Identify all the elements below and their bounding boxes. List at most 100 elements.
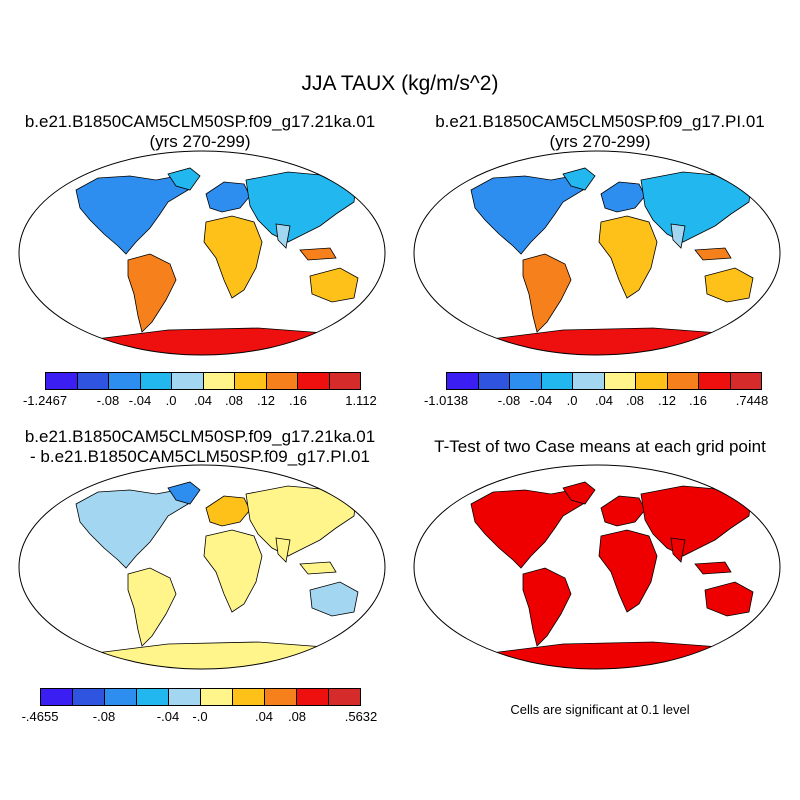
- colorbar-cell: [667, 373, 699, 389]
- colorbar-pi: [446, 372, 762, 390]
- cbar2-label: .08: [625, 393, 645, 408]
- cbar2-label: .0: [566, 393, 578, 408]
- colorbar-cell: [109, 373, 141, 389]
- colorbar-cell: [172, 373, 204, 389]
- colorbar-cell: [478, 373, 510, 389]
- landmass-india: [275, 537, 291, 563]
- colorbar-cell: [169, 689, 201, 705]
- panel2-title-line1: b.e21.B1850CAM5CLM50SP.f09_g17.PI.01: [435, 112, 765, 131]
- colorbar-cell: [329, 689, 360, 705]
- cbar2-label: .12: [657, 393, 677, 408]
- landmass-asia: [640, 171, 752, 243]
- map-border: [18, 464, 386, 670]
- landmass-europe: [205, 181, 251, 213]
- colorbar-cell: [201, 689, 233, 705]
- colorbar-cell: [447, 373, 479, 389]
- landmass-namerica: [75, 175, 189, 255]
- map-panel-pi: [413, 150, 781, 356]
- landmass-samerica: [127, 253, 177, 333]
- colorbar-difference: [40, 688, 361, 706]
- landmass-africa: [598, 529, 658, 613]
- colorbar-cell: [266, 373, 298, 389]
- panel3-title: b.e21.B1850CAM5CLM50SP.f09_g17.21ka.01 -…: [0, 427, 400, 467]
- landmass-europe: [600, 181, 646, 213]
- colorbar-cell: [77, 373, 109, 389]
- landmass-europe: [600, 495, 646, 527]
- landmass-samerica: [127, 567, 177, 647]
- panel2-title: b.e21.B1850CAM5CLM50SP.f09_g17.PI.01 (yr…: [400, 112, 800, 152]
- landmass-antarctica: [77, 327, 360, 355]
- cbar2-label: .16: [688, 393, 708, 408]
- colorbar-cell: [699, 373, 731, 389]
- landmass-antarctica: [472, 641, 755, 669]
- cbar1-label: -1.2467: [22, 393, 68, 408]
- map-border: [18, 150, 386, 356]
- landmass-india: [670, 537, 686, 563]
- cbar2-label: -.04: [529, 393, 553, 408]
- landmass-india: [670, 223, 686, 249]
- landmass-namerica: [470, 175, 584, 255]
- panel2-title-line2: (yrs 270-299): [549, 132, 651, 151]
- colorbar-cell: [140, 373, 172, 389]
- cbar3-label: .08: [287, 709, 307, 724]
- colorbar-cell: [573, 373, 605, 389]
- map-panel-ttest: [413, 464, 781, 670]
- cbar1-label: 1.112: [345, 393, 377, 408]
- landmass-greenland: [167, 167, 201, 191]
- colorbar-cell: [298, 373, 330, 389]
- cbar3-label: -.0: [192, 709, 208, 724]
- landmass-samerica: [522, 567, 572, 647]
- landmass-greenland: [562, 481, 596, 505]
- colorbar-cell: [297, 689, 329, 705]
- cbar1-label: .12: [256, 393, 276, 408]
- colorbar-cell: [233, 689, 265, 705]
- landmass-indonesia: [694, 247, 732, 261]
- landmass-antarctica: [472, 327, 755, 355]
- landmass-india: [275, 223, 291, 249]
- colorbar-cell: [265, 689, 297, 705]
- colorbar-cell: [541, 373, 573, 389]
- cbar3-label: -.4655: [21, 709, 59, 724]
- landmass-australia: [704, 267, 754, 303]
- panel4-title: T-Test of two Case means at each grid po…: [400, 437, 800, 457]
- landmass-australia: [704, 581, 754, 617]
- map-border: [413, 150, 781, 356]
- figure-title: JJA TAUX (kg/m/s^2): [301, 72, 499, 95]
- panel1-title-line1: b.e21.B1850CAM5CLM50SP.f09_g17.21ka.01: [24, 112, 376, 131]
- landmass-namerica: [470, 489, 584, 569]
- cbar3-label: -.08: [92, 709, 116, 724]
- landmass-europe: [205, 495, 251, 527]
- landmass-australia: [309, 267, 359, 303]
- colorbar-cell: [636, 373, 668, 389]
- landmass-africa: [598, 215, 658, 299]
- landmass-greenland: [562, 167, 596, 191]
- cbar2-label: -1.0138: [423, 393, 469, 408]
- landmass-australia: [309, 581, 359, 617]
- landmass-asia: [245, 171, 357, 243]
- colorbar-cell: [604, 373, 636, 389]
- panel3-title-line2: - b.e21.B1850CAM5CLM50SP.f09_g17.PI.01: [30, 447, 370, 466]
- significance-note: Cells are significant at 0.1 level: [510, 702, 690, 717]
- colorbar-cell: [329, 373, 360, 389]
- cbar2-label: .04: [594, 393, 614, 408]
- panel3-title-line1: b.e21.B1850CAM5CLM50SP.f09_g17.21ka.01: [24, 427, 376, 446]
- cbar1-label: .0: [165, 393, 177, 408]
- landmass-indonesia: [299, 561, 337, 575]
- landmass-indonesia: [299, 247, 337, 261]
- panel1-title-line2: (yrs 270-299): [149, 132, 251, 151]
- map-panel-difference: [18, 464, 386, 670]
- map-panel-21ka: [18, 150, 386, 356]
- cbar1-label: .04: [193, 393, 213, 408]
- colorbar-cell: [137, 689, 169, 705]
- cbar1-label: .16: [288, 393, 308, 408]
- cbar1-label: .08: [224, 393, 244, 408]
- cbar1-label: -.04: [128, 393, 152, 408]
- colorbar-cell: [41, 689, 73, 705]
- landmass-asia: [640, 485, 752, 557]
- colorbar-cell: [73, 689, 105, 705]
- landmass-greenland: [167, 481, 201, 505]
- panel1-title: b.e21.B1850CAM5CLM50SP.f09_g17.21ka.01 (…: [0, 112, 400, 152]
- colorbar-cell: [510, 373, 542, 389]
- colorbar-21ka: [45, 372, 361, 390]
- colorbar-cell: [46, 373, 78, 389]
